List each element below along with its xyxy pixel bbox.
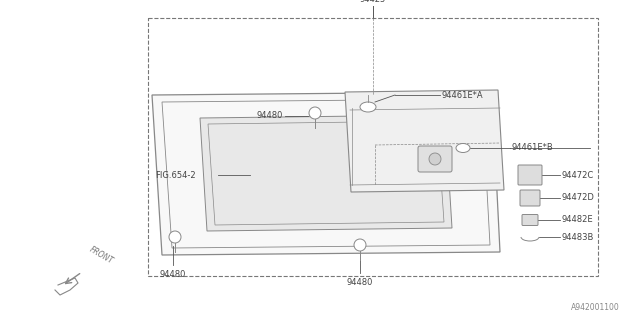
Text: FIG.654-2: FIG.654-2 (155, 171, 196, 180)
Bar (148, 18, 598, 276)
Text: 94472C: 94472C (562, 171, 595, 180)
Polygon shape (152, 92, 500, 255)
FancyBboxPatch shape (522, 214, 538, 226)
Circle shape (354, 239, 366, 251)
Ellipse shape (360, 102, 376, 112)
Text: FRONT: FRONT (88, 245, 115, 266)
FancyBboxPatch shape (518, 165, 542, 185)
Polygon shape (345, 90, 504, 192)
FancyBboxPatch shape (520, 190, 540, 206)
Text: 94461E*B: 94461E*B (512, 143, 554, 153)
Text: 94482E: 94482E (562, 215, 594, 225)
Text: 94472D: 94472D (562, 194, 595, 203)
Circle shape (309, 107, 321, 119)
Ellipse shape (456, 143, 470, 153)
Text: A942001100: A942001100 (572, 303, 620, 312)
Text: 94461E*A: 94461E*A (442, 91, 484, 100)
Polygon shape (200, 115, 452, 231)
Circle shape (169, 231, 181, 243)
Text: 94425: 94425 (360, 0, 386, 4)
Text: 94483B: 94483B (562, 233, 595, 242)
FancyBboxPatch shape (418, 146, 452, 172)
Circle shape (429, 153, 441, 165)
Text: 94480: 94480 (347, 278, 373, 287)
Text: 94480: 94480 (257, 111, 283, 121)
Text: 94480: 94480 (160, 270, 186, 279)
